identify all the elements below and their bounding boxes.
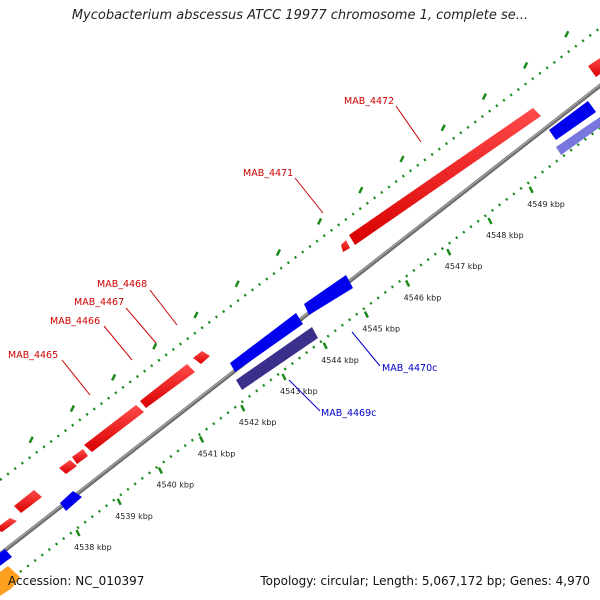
gene-block[interactable] [72,449,88,464]
scale-tick-label: 4548 kbp [486,231,524,240]
gene-block[interactable] [0,518,17,532]
scale-tick [487,217,493,225]
leader-line-mab-4471 [294,177,324,214]
scale-tick-label: 4541 kbp [198,449,236,458]
gene-block[interactable] [556,117,600,155]
leader-line-mab-4470c [351,331,381,367]
scale-ticks [28,30,570,537]
scale-tick [193,311,199,319]
scale-tick [446,248,452,256]
scale-tick [75,529,81,537]
scale-tick-label: 4539 kbp [115,512,153,521]
genome-stats-text: Topology: circular; Length: 5,067,172 bp… [260,574,590,588]
reverse-gene-labels: MAB_4469c MAB_4470c [321,363,437,419]
gene-block[interactable] [349,108,541,245]
accession-text: Accession: NC_010397 [8,574,145,588]
forward-genes [0,58,600,532]
scale-tick [157,467,164,475]
gene-block[interactable] [14,490,42,513]
scale-tick [240,404,246,412]
gene-label[interactable]: MAB_4468 [97,279,147,290]
gene-block[interactable] [304,275,353,315]
gene-block[interactable] [140,364,195,408]
forward-gene-labels: MAB_4465 MAB_4466 MAB_4467 MAB_4468 MAB_… [8,96,394,361]
scale-tick-label: 4538 kbp [74,543,112,552]
gene-label[interactable]: MAB_4470c [382,363,437,374]
scale-tick [116,498,122,506]
scale-tick [481,93,488,101]
scale-tick-label: 4547 kbp [445,262,483,271]
leader-line-mab-4465 [61,359,91,396]
gene-label[interactable]: MAB_4465 [8,350,58,361]
scale-tick [275,249,282,257]
leader-line-mab-4472 [395,105,422,143]
scale-tick-label: 4542 kbp [239,418,277,427]
gene-block[interactable] [588,58,600,77]
scale-tick-label: 4549 kbp [527,200,565,209]
gene-block[interactable] [549,101,596,140]
scale-tick-label: 4543 kbp [280,387,318,396]
reverse-genes [0,101,600,568]
leader-line-mab-4469c [288,379,321,412]
gene-block[interactable] [0,549,12,568]
scale-tick [198,435,205,443]
gene-block[interactable] [230,313,303,372]
scale-tick-label: 4545 kbp [362,325,400,334]
scale-tick [69,405,76,413]
scale-tick [234,280,240,288]
scale-tick [28,436,34,444]
map-title: Mycobacterium abscessus ATCC 19977 chrom… [71,8,529,23]
leader-line-mab-4466 [103,325,133,361]
scale-tick [358,186,364,194]
gene-label[interactable]: MAB_4467 [74,297,124,308]
scale-tick [404,279,411,287]
gene-label[interactable]: MAB_4469c [321,408,376,419]
scale-tick [281,373,287,381]
leader-line-mab-4468 [149,289,178,326]
gene-block[interactable] [341,240,350,252]
other-feature-block[interactable] [0,566,20,596]
scale-tick [316,217,323,225]
gene-block[interactable] [193,351,210,364]
chromosome-backbone-highlight [0,84,600,554]
scale-tick-label: 4540 kbp [156,481,194,490]
scale-tick-label: 4546 kbp [404,293,442,302]
forward-track-guide [0,27,600,481]
gene-label[interactable]: MAB_4466 [50,316,100,327]
scale-tick [322,342,328,350]
scale-tick [528,186,534,194]
scale-tick [522,61,529,69]
scale-tick [564,30,570,38]
gene-block[interactable] [236,327,318,390]
scale-tick-label: 4544 kbp [321,356,359,365]
scale-tick [152,342,158,350]
gene-label[interactable]: MAB_4472 [344,96,394,107]
gene-block[interactable] [60,491,82,511]
leader-line-mab-4467 [125,307,157,344]
gene-block[interactable] [84,405,144,452]
gene-block[interactable] [59,460,77,474]
scale-tick-labels: 4538 kbp 4539 kbp 4540 kbp 4541 kbp 4542 kbp… [74,200,565,552]
scale-tick [110,373,117,381]
reverse-track-guide [19,127,600,573]
label-leaders [61,105,422,412]
scale-tick [440,124,446,132]
scale-tick [399,155,405,163]
gene-label[interactable]: MAB_4471 [243,168,293,179]
scale-tick [363,311,370,319]
